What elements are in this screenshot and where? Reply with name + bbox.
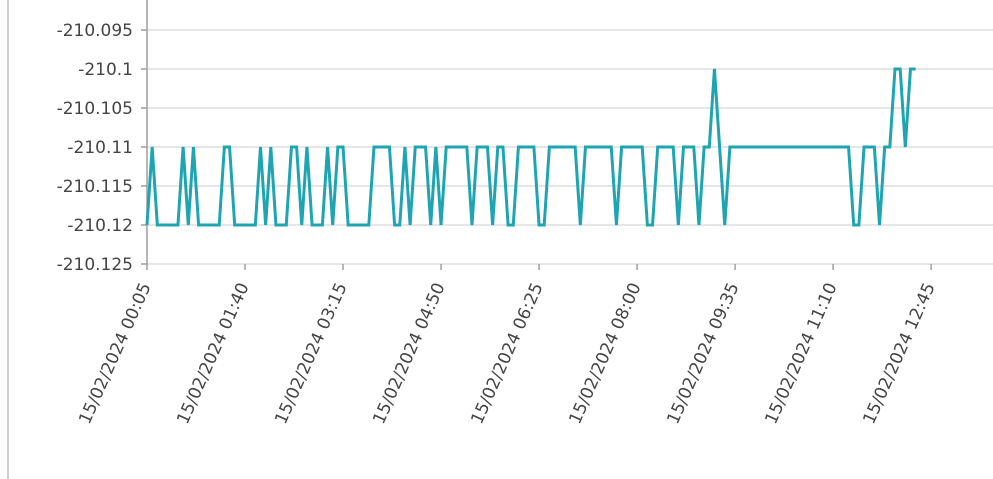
y-tick-label: -210.1 [78,60,133,80]
y-tick-label: -210.095 [57,21,133,41]
x-tick-label: 15/02/2024 08:00 [565,280,645,427]
x-tick-label: 15/02/2024 11:10 [761,280,841,427]
x-tick-label: 15/02/2024 09:35 [663,280,743,427]
x-tick-label: 15/02/2024 03:15 [271,280,351,427]
x-tick-label: 15/02/2024 04:50 [369,280,449,427]
data-line [145,67,916,227]
y-tick-label: -210.105 [57,99,133,119]
y-tick-label: -210.115 [57,177,133,197]
y-tick-label: -210.09 [67,0,133,2]
y-tick-label: -210.11 [67,138,133,158]
x-tick-label: 15/02/2024 00:05 [75,280,155,427]
y-tick-label: -210.125 [57,255,133,275]
x-tick-label: 15/02/2024 06:25 [467,280,547,427]
x-tick-label: 15/02/2024 12:45 [859,280,939,427]
y-tick-label: -210.12 [67,216,133,236]
x-tick-label: 15/02/2024 01:40 [173,280,253,427]
